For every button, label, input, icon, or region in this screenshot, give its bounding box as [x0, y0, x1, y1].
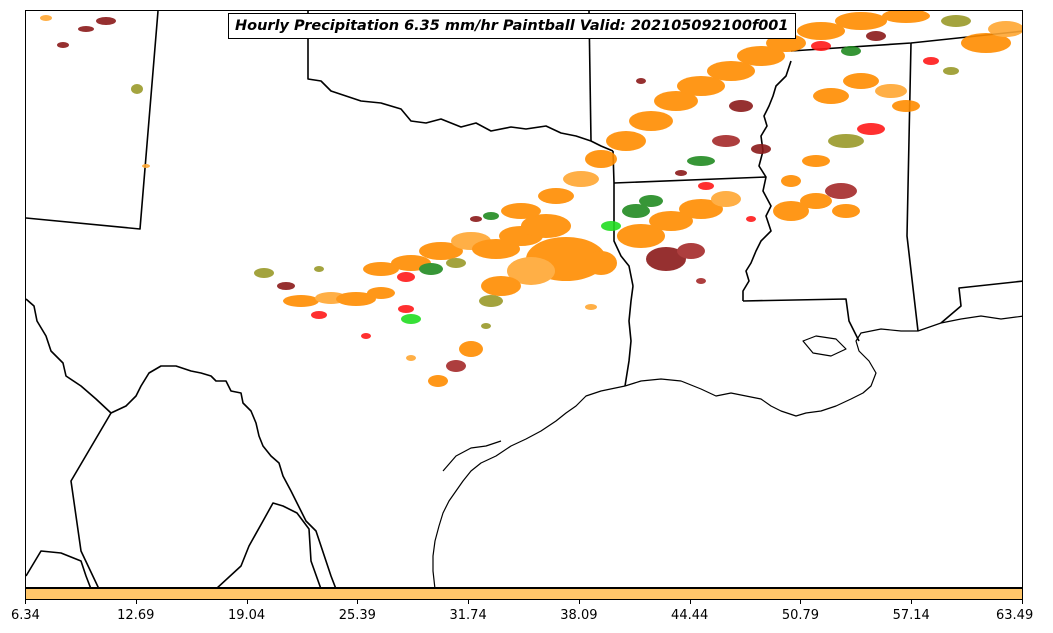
colorbar-tick	[357, 600, 359, 604]
rio-grande	[26, 298, 337, 587]
colorbar-tick-label: 57.14	[892, 608, 930, 623]
al-fl-border	[940, 280, 1022, 324]
colorbar-tick	[800, 600, 802, 604]
colorbar-tick-label: 38.09	[560, 608, 598, 623]
state-borders	[26, 11, 1022, 587]
colorbar-tick-label: 44.44	[671, 608, 709, 623]
la-ms-border	[742, 298, 860, 342]
colorbar-tick	[1022, 600, 1023, 604]
coastline	[432, 315, 1022, 587]
colorbar	[25, 588, 1023, 600]
texas-coastline	[432, 385, 626, 587]
ar-tx-la-border	[612, 150, 634, 287]
barrier-island	[442, 440, 502, 472]
mexico-state-line-2	[26, 550, 92, 587]
precipitation-blobs	[40, 11, 1022, 387]
ms-al-border	[906, 42, 919, 332]
colorbar-tick-label: 19.04	[227, 608, 266, 623]
colorbar-tick-label: 12.69	[117, 608, 155, 623]
sabine-river	[624, 285, 634, 387]
colorbar-tick-label: 63.49	[996, 608, 1034, 623]
louisiana-coastline	[624, 315, 1022, 417]
mexico-state-line-1	[70, 412, 112, 587]
colorbar-tick	[246, 600, 248, 604]
map-title: Hourly Precipitation 6.35 mm/hr Paintbal…	[228, 13, 796, 39]
precipitation-map	[26, 11, 1022, 587]
colorbar-tick	[25, 600, 26, 604]
colorbar-tick	[578, 600, 580, 604]
colorbar-tick-label: 25.39	[338, 608, 376, 623]
lake-pontchartrain	[802, 335, 847, 357]
mississippi-river-ar	[742, 60, 792, 301]
colorbar-tick-label: 50.79	[781, 608, 820, 623]
colorbar-tick-label: 31.74	[449, 608, 487, 623]
map-area	[25, 10, 1023, 588]
mexico-state-line-3	[216, 502, 322, 587]
colorbar-tick	[689, 600, 691, 604]
ar-la-border	[613, 176, 767, 184]
colorbar-tick	[135, 600, 137, 604]
colorbar-tick	[911, 600, 913, 604]
colorbar-tick-label: 6.34	[11, 608, 40, 623]
nm-tx-border	[26, 11, 159, 230]
ok-tx-red-river	[307, 11, 614, 152]
colorbar-tick	[468, 600, 470, 604]
